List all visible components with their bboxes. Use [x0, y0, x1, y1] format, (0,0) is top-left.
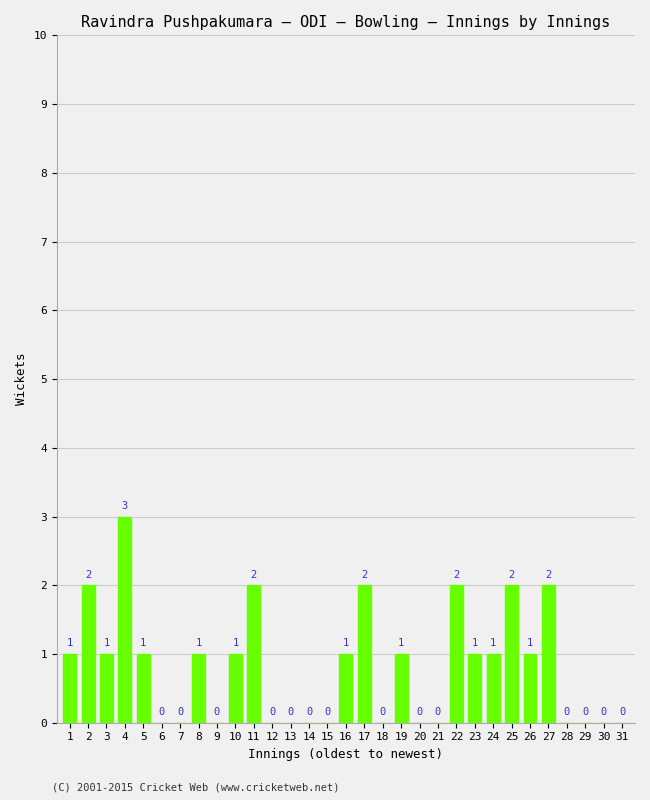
Bar	[505, 586, 518, 722]
Bar	[487, 654, 500, 722]
Text: (C) 2001-2015 Cricket Web (www.cricketweb.net): (C) 2001-2015 Cricket Web (www.cricketwe…	[52, 782, 339, 792]
Bar	[524, 654, 536, 722]
Bar	[229, 654, 242, 722]
Bar	[137, 654, 150, 722]
Text: 0: 0	[582, 707, 588, 718]
Y-axis label: Wickets: Wickets	[15, 353, 28, 406]
Text: 0: 0	[177, 707, 183, 718]
Bar	[469, 654, 481, 722]
Text: 0: 0	[306, 707, 312, 718]
Text: 0: 0	[214, 707, 220, 718]
Bar	[542, 586, 555, 722]
Text: 0: 0	[324, 707, 331, 718]
Text: 1: 1	[140, 638, 146, 649]
Text: 0: 0	[601, 707, 607, 718]
Bar	[248, 586, 260, 722]
Bar	[192, 654, 205, 722]
X-axis label: Innings (oldest to newest): Innings (oldest to newest)	[248, 748, 443, 761]
Bar	[82, 586, 94, 722]
Text: 1: 1	[66, 638, 73, 649]
Text: 2: 2	[251, 570, 257, 580]
Text: 2: 2	[361, 570, 367, 580]
Bar	[450, 586, 463, 722]
Text: 1: 1	[398, 638, 404, 649]
Bar	[358, 586, 370, 722]
Text: 1: 1	[527, 638, 533, 649]
Text: 0: 0	[159, 707, 165, 718]
Text: 2: 2	[453, 570, 460, 580]
Text: 0: 0	[619, 707, 625, 718]
Text: 1: 1	[490, 638, 497, 649]
Title: Ravindra Pushpakumara – ODI – Bowling – Innings by Innings: Ravindra Pushpakumara – ODI – Bowling – …	[81, 15, 610, 30]
Text: 1: 1	[232, 638, 239, 649]
Text: 2: 2	[545, 570, 552, 580]
Bar	[100, 654, 113, 722]
Text: 2: 2	[508, 570, 515, 580]
Text: 2: 2	[85, 570, 91, 580]
Text: 1: 1	[103, 638, 110, 649]
Text: 0: 0	[435, 707, 441, 718]
Text: 0: 0	[287, 707, 294, 718]
Text: 1: 1	[472, 638, 478, 649]
Bar	[395, 654, 408, 722]
Text: 0: 0	[380, 707, 386, 718]
Bar	[339, 654, 352, 722]
Text: 0: 0	[564, 707, 570, 718]
Text: 0: 0	[269, 707, 276, 718]
Text: 3: 3	[122, 501, 128, 511]
Text: 1: 1	[196, 638, 202, 649]
Text: 0: 0	[417, 707, 423, 718]
Text: 1: 1	[343, 638, 349, 649]
Bar	[118, 517, 131, 722]
Bar	[63, 654, 76, 722]
